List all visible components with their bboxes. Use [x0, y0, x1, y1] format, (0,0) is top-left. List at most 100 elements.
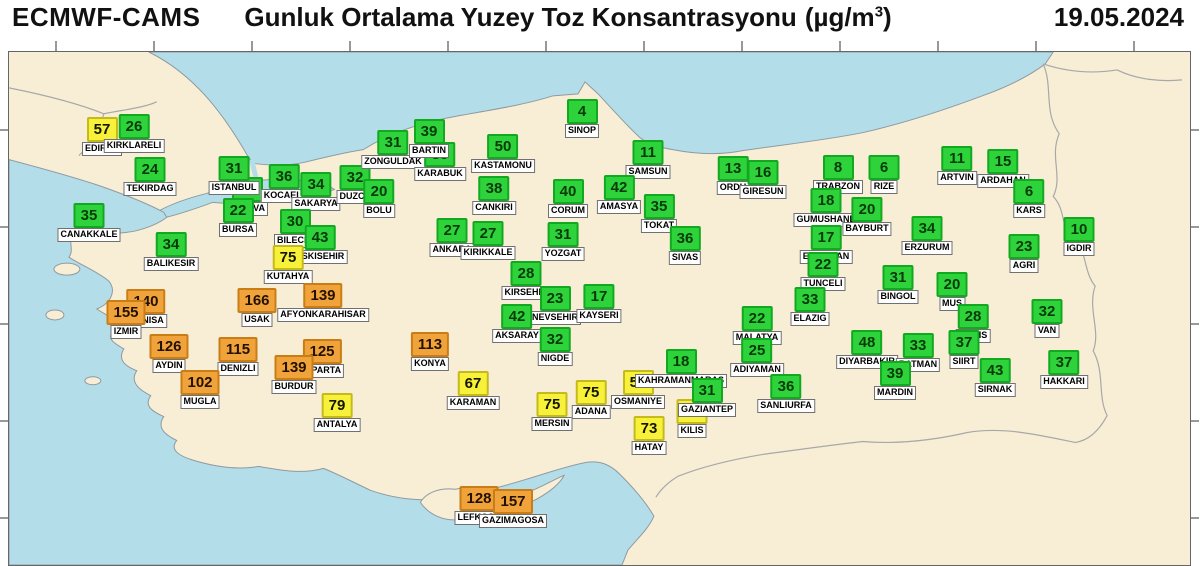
station-elazig: 33 ELAZIG: [790, 287, 830, 326]
station-label: KARAMAN: [446, 396, 500, 410]
station-value: 36: [669, 226, 701, 252]
station-value: 18: [665, 349, 697, 375]
station-rize: 6 RIZE: [868, 155, 900, 194]
station-bolu: 20 BOLU: [363, 179, 395, 218]
station-label: GAZIANTEP: [677, 403, 737, 417]
station-label: YOZGAT: [541, 247, 585, 261]
station-label: GIRESUN: [739, 185, 787, 199]
station-karaman: 67 KARAMAN: [446, 371, 500, 410]
station-igdir: 10 IGDIR: [1063, 217, 1095, 256]
station-value: 31: [377, 130, 409, 156]
station-value: 20: [936, 272, 968, 298]
station-label: MERSIN: [531, 417, 573, 431]
station-value: 18: [810, 188, 842, 214]
station-mersin: 75 MERSIN: [531, 392, 573, 431]
station-value: 48: [851, 330, 883, 356]
station-mardin: 39 MARDIN: [874, 361, 916, 400]
station-label: TEKIRDAG: [123, 182, 177, 196]
station-label: BURSA: [218, 223, 258, 237]
station-erzurum: 34 ERZURUM: [901, 216, 953, 255]
station-value: 22: [741, 306, 773, 332]
station-value: 67: [457, 371, 489, 397]
station-value: 15: [987, 149, 1019, 175]
station-value: 22: [807, 252, 839, 278]
station-value: 17: [583, 284, 615, 310]
station-label: KILIS: [677, 424, 707, 438]
station-kastamonu: 50 KASTAMONU: [471, 134, 535, 173]
data-source-label: ECMWF-CAMS: [12, 2, 201, 32]
station-ardahan: 15 ARDAHAN: [977, 149, 1029, 188]
station-label: ARTVIN: [937, 171, 977, 185]
station-label: SAKARYA: [291, 197, 341, 211]
station-siirt: 37 SIIRT: [948, 330, 980, 369]
station-zonguldak: 31 ZONGULDAK: [361, 130, 425, 169]
station-value: 16: [747, 160, 779, 186]
station-value: 73: [633, 416, 665, 442]
station-balikesir: 34 BALIKESIR: [143, 232, 199, 271]
station-tunceli: 22 TUNCELI: [800, 252, 846, 291]
station-denizli: 115 DENIZLI: [217, 337, 259, 376]
station-corum: 40 CORUM: [548, 179, 588, 218]
station-value: 34: [911, 216, 943, 242]
station-artvin: 11 ARTVIN: [937, 146, 977, 185]
station-sinop: 4 SINOP: [564, 99, 600, 138]
station-value: 75: [272, 245, 304, 271]
station-label: KUTAHYA: [263, 270, 313, 284]
station-label: CANKIRI: [472, 201, 516, 215]
station-value: 33: [902, 333, 934, 359]
station-label: GAZIMAGOSA: [479, 514, 547, 528]
station-label: AMASYA: [596, 200, 642, 214]
station-value: 115: [218, 337, 258, 363]
station-value: 20: [363, 179, 395, 205]
map-canvas: [8, 51, 1191, 566]
station-label: AKSARAY: [492, 329, 542, 343]
station-value: 26: [118, 114, 150, 140]
station-label: ELAZIG: [790, 312, 830, 326]
station-mugla: 102 MUGLA: [180, 370, 220, 409]
station-value: 43: [979, 358, 1011, 384]
aegean-island: [45, 309, 65, 321]
station-osmaniye: 59OSMANIYE: [610, 370, 666, 409]
station-value: 31: [218, 156, 250, 182]
station-van: 32 VAN: [1031, 299, 1063, 338]
station-value: 23: [1008, 234, 1040, 260]
station-gaziantep: 31 GAZIANTEP: [677, 378, 737, 417]
station-bayburt: 20 BAYBURT: [842, 197, 892, 236]
station-izmir: 155 IZMIR: [106, 300, 146, 339]
station-trabzon: 8 TRABZON: [813, 155, 863, 194]
station-label: MUGLA: [180, 395, 220, 409]
station-label: SIVAS: [668, 251, 702, 265]
station-gazimagosa: 157 GAZIMAGOSA: [479, 489, 547, 528]
station-value: 40: [552, 179, 584, 205]
station-label: SAMSUN: [625, 165, 671, 179]
station-value: 6: [1013, 179, 1045, 205]
station-value: 28: [957, 304, 989, 330]
station-value: 31: [882, 265, 914, 291]
station-value: 17: [810, 225, 842, 251]
aegean-island: [53, 262, 81, 276]
station-value: 31: [547, 222, 579, 248]
station-label: SIIRT: [949, 355, 979, 369]
station-sakarya: 34 SAKARYA: [291, 172, 341, 211]
station-kirklareli: 26 KIRKLARELI: [103, 114, 165, 153]
station-value: 36: [770, 374, 802, 400]
header: ECMWF-CAMS Gunluk Ortalama Yuzey Toz Kon…: [0, 0, 1200, 44]
station-yozgat: 31 YOZGAT: [541, 222, 585, 261]
station-value: 8: [822, 155, 854, 181]
station-label: CORUM: [548, 204, 588, 218]
station-value: 11: [941, 146, 973, 172]
geography-svg: [9, 52, 1190, 565]
station-value: 42: [501, 304, 533, 330]
station-label: IZMIR: [110, 325, 142, 339]
station-value: 166: [237, 288, 277, 314]
station-value: 39: [413, 119, 445, 145]
station-value: 79: [321, 393, 353, 419]
station-label: SANLIURFA: [757, 399, 815, 413]
station-value: 10: [1063, 217, 1095, 243]
station-nigde: 32 NIGDE: [537, 327, 573, 366]
station-bartin: 39 BARTIN: [409, 119, 449, 158]
station-label: ISTANBUL: [208, 181, 260, 195]
station-nevsehir: 23 NEVSEHIR: [528, 286, 582, 325]
station-value: 31: [691, 378, 723, 404]
